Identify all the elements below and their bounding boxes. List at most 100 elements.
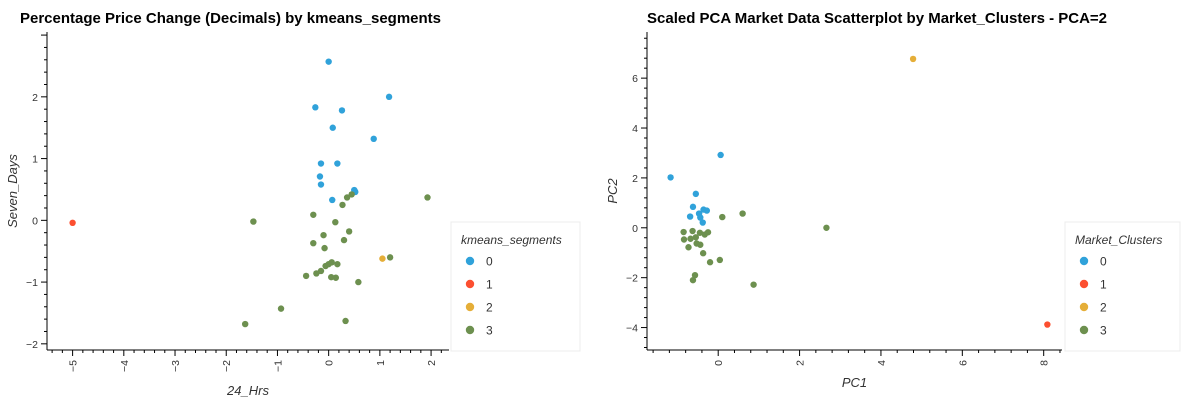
data-point-cluster-3 [277,305,285,312]
data-point-cluster-3 [340,236,348,244]
y-axis-label: PC2 [605,178,620,204]
legend-swatch-3 [1079,325,1089,335]
data-point-cluster-0 [338,107,346,114]
data-point-cluster-0 [325,58,332,65]
data-point-cluster-3 [345,228,353,235]
x-tick-label: 8 [1039,360,1051,366]
data-point-cluster-1 [69,219,76,226]
data-point-cluster-3 [250,218,257,225]
y-tick-label: −2 [26,339,38,351]
y-tick-label: 6 [632,73,638,85]
data-point-cluster-3 [750,281,757,288]
data-point-cluster-2 [379,255,386,262]
legend: Market_Clusters 0 1 2 3 [1064,221,1181,352]
data-point-cluster-0 [717,151,724,159]
y-tick-label: −4 [626,323,638,335]
data-point-cluster-3 [696,229,704,236]
legend-label-1: 1 [486,278,493,292]
x-tick-label: 1 [375,360,387,366]
data-point-cluster-3 [685,244,692,251]
data-point-cluster-3 [348,191,355,198]
x-tick-label: −4 [119,360,131,372]
data-point-cluster-3 [692,234,700,241]
legend-swatch-1 [1079,279,1089,289]
data-point-cluster-3 [313,270,320,277]
x-tick-label: 2 [426,360,438,366]
x-tick-label: −1 [272,360,284,372]
data-point-cluster-3 [687,235,694,242]
legend-swatch-3 [465,325,475,335]
y-tick-label: 2 [32,92,38,104]
y-tick-label: 1 [32,154,38,166]
data-point-cluster-3 [691,271,699,279]
y-tick-label: −2 [626,273,638,285]
chart-panel-market-clusters: Scaled PCA Market Data Scatterplot by Ma… [600,0,1200,400]
x-tick-label: 0 [713,360,725,366]
legend-swatch-2 [1079,302,1089,312]
legend-title: Market_Clusters [1075,233,1162,247]
data-point-cluster-3 [320,231,327,239]
chart-kmeans-segments: Percentage Price Change (Decimals) by km… [5,10,581,398]
legend-label-0: 0 [1100,255,1107,269]
data-point-cluster-0 [329,196,336,204]
data-point-cluster-3 [689,276,697,284]
data-point-cluster-2 [909,55,917,63]
chart-title: Percentage Price Change (Decimals) by km… [20,10,441,27]
y-tick-label: −1 [26,277,38,289]
legend-label-1: 1 [1100,278,1107,292]
legend-swatch-2 [465,302,475,312]
y-axis-label: Seven_Days [5,154,20,228]
data-point-cluster-3 [339,201,346,209]
data-point-cluster-3 [322,262,329,270]
data-point-cluster-3 [716,256,724,264]
data-point-cluster-0 [703,207,711,214]
x-tick-label: −2 [221,360,233,372]
y-tick-label: 0 [32,215,38,227]
data-point-cluster-0 [370,135,377,143]
x-tick-label: 0 [324,360,336,366]
data-point-cluster-0 [699,219,706,226]
chart-panel-kmeans-segments: Percentage Price Change (Decimals) by km… [5,10,581,398]
data-point-cluster-0 [312,104,319,111]
x-tick-label: 2 [795,360,807,366]
y-tick-label: 0 [632,223,638,235]
data-point-cluster-3 [823,224,830,231]
chart-title: Scaled PCA Market Data Scatterplot by Ma… [647,10,1107,27]
data-point-cluster-0 [334,160,341,167]
data-point-cluster-3 [697,241,704,248]
data-point-cluster-0 [692,190,700,198]
x-axis-label: 24_Hrs [226,383,269,398]
data-point-cluster-0 [689,203,697,211]
legend-swatch-1 [465,279,475,289]
data-point-cluster-3 [424,194,431,201]
data-point-cluster-3 [332,274,340,281]
data-point-cluster-3 [739,210,746,217]
chart-market-clusters: Scaled PCA Market Data Scatterplot by Ma… [605,10,1181,390]
y-tick-label: 2 [632,173,638,185]
data-point-cluster-0 [667,174,674,181]
x-axis-label: PC1 [842,375,867,390]
y-tick-label: 4 [632,123,638,135]
data-point-cluster-3 [701,231,708,238]
data-point-cluster-3 [310,211,317,218]
data-point-cluster-0 [385,93,393,101]
data-point-cluster-3 [321,244,328,252]
data-point-cluster-0 [317,181,325,188]
data-point-cluster-1 [1044,321,1051,328]
data-point-cluster-3 [689,227,696,235]
legend-label-0: 0 [486,255,493,269]
data-point-cluster-3 [719,213,726,221]
legend-label-3: 3 [1100,324,1107,338]
legend-label-2: 2 [1100,301,1107,315]
data-point-cluster-3 [342,317,349,325]
data-point-cluster-3 [310,239,317,247]
data-point-cluster-0 [317,160,325,167]
data-point-cluster-3 [680,236,688,243]
data-point-cluster-3 [386,254,394,261]
data-point-cluster-3 [680,228,687,236]
data-point-cluster-3 [355,278,362,286]
data-point-cluster-0 [329,124,336,131]
legend-label-2: 2 [486,301,493,315]
legend-swatch-0 [465,256,475,266]
legend-swatch-0 [1079,256,1089,266]
